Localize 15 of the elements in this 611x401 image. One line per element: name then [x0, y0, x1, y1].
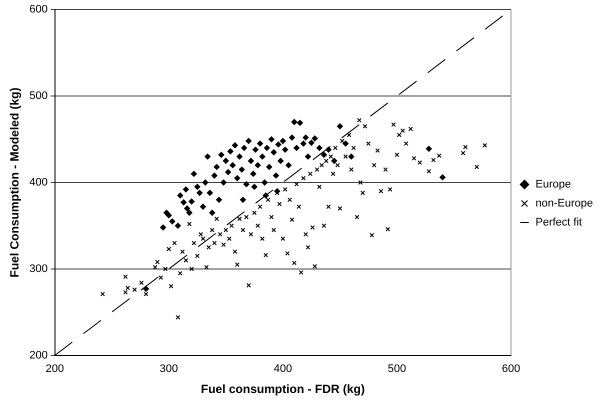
- y-tick-label: 600: [29, 4, 48, 16]
- legend-label: non-Europe: [536, 198, 594, 210]
- x-axis-title: Fuel consumption - FDR (kg): [200, 382, 365, 396]
- x-tick-label: 300: [160, 363, 178, 376]
- y-axis-title: Fuel Consumption - Modeled (kg): [8, 88, 22, 278]
- x-tick-label: 400: [274, 363, 292, 376]
- x-tick-label: 200: [46, 363, 64, 376]
- y-tick-label: 500: [29, 90, 48, 102]
- x-tick-label: 500: [388, 363, 406, 376]
- y-tick-label: 300: [29, 262, 48, 275]
- legend-label: Europe: [536, 178, 571, 191]
- x-tick-label: 600: [502, 363, 520, 376]
- y-tick-label: 400: [29, 176, 48, 189]
- legend-label: Perfect fit: [536, 216, 582, 229]
- y-tick-label: 200: [29, 349, 48, 362]
